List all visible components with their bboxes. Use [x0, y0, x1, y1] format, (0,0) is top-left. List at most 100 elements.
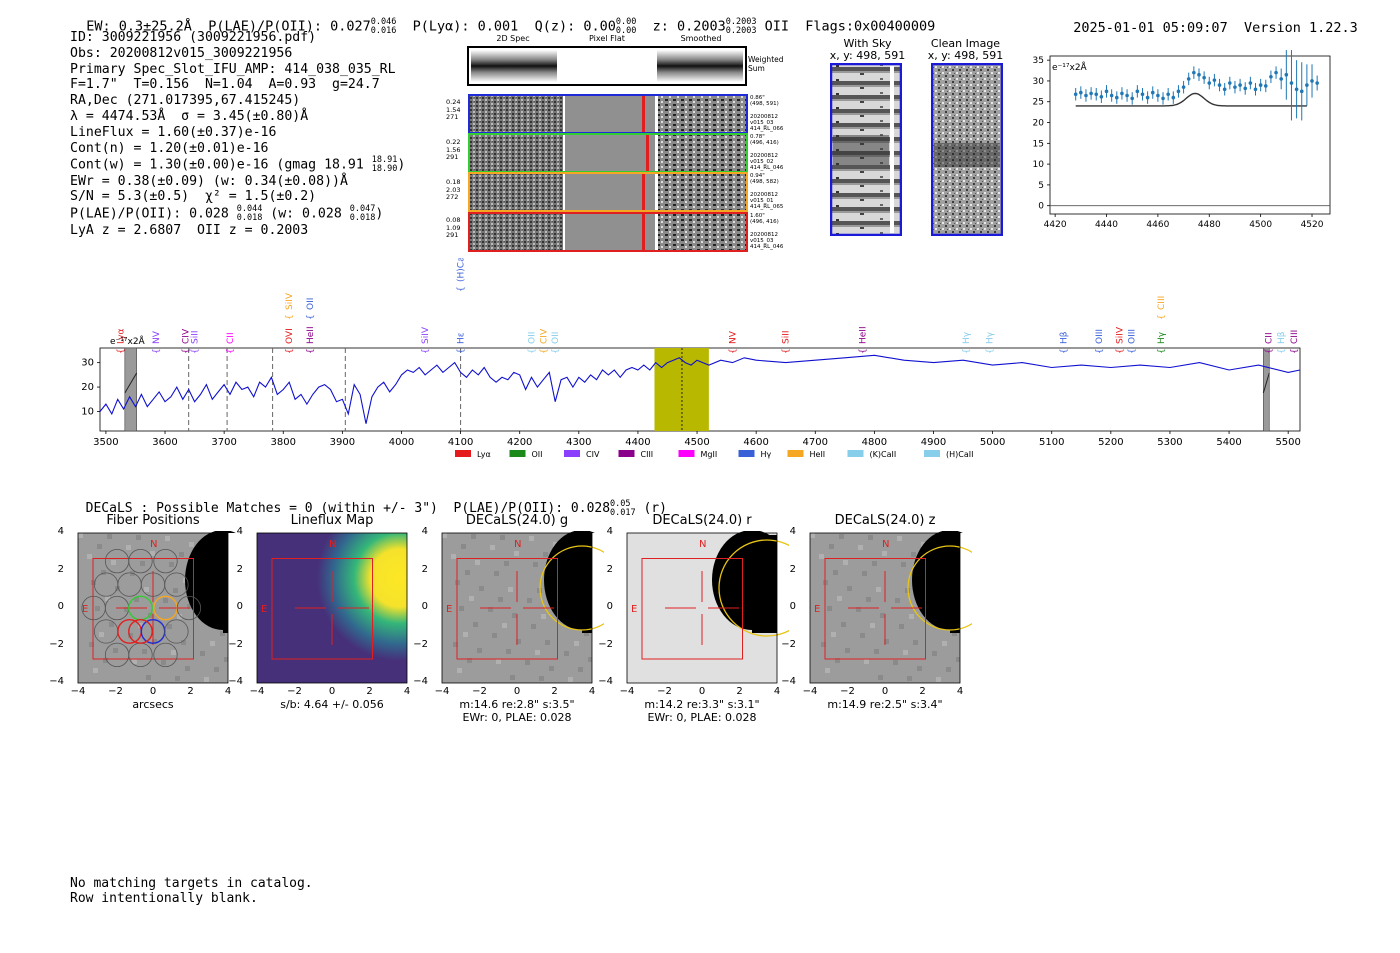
info-lambda: λ = 4474.53Å σ = 3.45(±0.80)Å	[70, 108, 309, 124]
noise-pixel	[831, 632, 836, 637]
noise-pixel	[841, 622, 846, 627]
noise-pixel	[913, 640, 918, 645]
legend-label: Hγ	[761, 450, 772, 459]
noise-pixel	[578, 667, 583, 672]
noise-pixel	[829, 544, 834, 549]
qz-bounds: 0.00 0.00	[615, 17, 637, 36]
aperture-box	[271, 558, 373, 660]
zoom-data-point	[1202, 75, 1206, 80]
spectral-line-label: NV	[152, 330, 162, 344]
zoom-data-point	[1084, 93, 1088, 98]
noise-pixel	[200, 651, 205, 656]
zoom-data-point	[1120, 91, 1124, 96]
zoom-data-point	[1192, 70, 1196, 75]
noise-pixel	[533, 562, 538, 567]
noise-pixel	[514, 551, 519, 556]
noise-pixel	[516, 639, 521, 644]
spectral-line-brace: {	[729, 348, 739, 354]
spectral-line-brace: {	[782, 348, 792, 354]
zoom-data-point	[1212, 78, 1217, 82]
spectrum-xtick-label: 4000	[389, 437, 414, 448]
zoom-data-point	[1140, 92, 1145, 97]
zoom-data-point	[1279, 77, 1283, 81]
source-ellipse	[539, 545, 604, 631]
panel-image: NE	[441, 531, 604, 684]
noise-pixel	[78, 533, 83, 538]
zoom-data-point	[1299, 89, 1304, 94]
noise-pixel	[866, 597, 871, 602]
noise-pixel	[113, 648, 118, 653]
panel-caption: EWr: 0, PLAE: 0.028	[647, 711, 757, 724]
noise-pixel	[134, 597, 139, 602]
zoom-data-point	[1125, 93, 1129, 98]
panel-frame	[256, 532, 408, 684]
legend-label: HeII	[810, 450, 826, 459]
noise-pixel	[144, 587, 149, 592]
weighted-sum-strip	[467, 46, 747, 86]
info-radec: RA,Dec (271.017395,67.415245)	[70, 93, 301, 109]
panel-xtick-label: −4	[619, 686, 635, 697]
noise-pixel	[864, 659, 869, 664]
panel-xtick-label: 0	[328, 686, 336, 697]
spectral-line-brace: {	[1265, 348, 1275, 354]
spectral-line-label: Hγ	[962, 331, 972, 344]
noise-pixel	[177, 614, 182, 619]
info-id: ID: 3009221956 (3009221956.pdf)	[70, 30, 317, 45]
info-contw: Cont(w) = 1.30(±0.00)e-16 (gmag 18.91 18…	[70, 155, 406, 174]
spectral-line-brace: {	[528, 348, 538, 354]
row-1-right: 0.78" (496, 416) 20200812 v015_02 414_RL_04…	[750, 134, 784, 172]
spectral-line-label: OIII	[1128, 329, 1138, 344]
noise-pixel	[876, 587, 881, 592]
panel-ytick-label: −4	[49, 676, 64, 687]
zoom-data-point	[1310, 79, 1314, 83]
zoom-data-point	[1171, 95, 1176, 100]
legend-label: CIV	[586, 450, 600, 459]
spectrum-xtick-label: 5100	[1039, 437, 1064, 448]
noise-pixel	[442, 533, 447, 538]
panel-xtick-label: 0	[149, 686, 157, 697]
noise-pixel	[508, 587, 513, 592]
zoom-data-point	[1089, 91, 1093, 96]
spectrum-ytick-label: 30	[81, 358, 94, 369]
spectral-line-label: SiII	[782, 330, 792, 344]
north-label: N	[699, 539, 706, 550]
panel-ytick-label: 0	[606, 601, 613, 612]
panel-ytick-label: 4	[421, 526, 428, 537]
zoom-data-point	[1197, 72, 1201, 77]
noise-pixel	[105, 596, 110, 601]
noise-pixel	[107, 534, 112, 539]
spectral-line-brace: {	[226, 348, 236, 354]
zoom-data-point	[1263, 84, 1268, 88]
panel-title: DECaLS(24.0) r	[652, 513, 752, 528]
noise-pixel	[529, 536, 534, 541]
noise-pixel	[101, 570, 106, 575]
noise-pixel	[911, 552, 916, 557]
north-label: N	[329, 539, 336, 550]
noise-pixel	[150, 551, 155, 556]
spectrum-xtick-label: 4200	[507, 437, 532, 448]
spectral-line-label: SiIV	[1116, 326, 1126, 344]
spectrum-xtick-label: 4900	[921, 437, 946, 448]
ew-value: EW: 0.3±25.2Å	[86, 18, 192, 35]
noise-pixel	[819, 554, 824, 559]
panel-ytick-label: −2	[413, 638, 428, 650]
noise-pixel	[457, 668, 462, 673]
zoom-data-point	[1181, 85, 1186, 89]
noise-pixel	[161, 660, 166, 665]
zoom-xtick-label: 4420	[1044, 220, 1067, 230]
weighted-sum-label: Weighted Sum	[748, 55, 784, 73]
east-label: E	[82, 604, 88, 615]
zoom-data-point	[1253, 87, 1258, 92]
spectral-line-brace: {	[285, 314, 295, 320]
zoom-data-point	[1233, 85, 1237, 89]
spectrum-xtick-label: 4800	[862, 437, 887, 448]
zoom-xtick-label: 4500	[1249, 220, 1272, 230]
noise-pixel	[87, 554, 92, 559]
panel-ytick-label: 0	[421, 601, 428, 612]
row-1-left: 0.22 1.56 291	[446, 138, 461, 161]
panel-ytick-label: 2	[606, 563, 613, 575]
noise-pixel	[459, 606, 464, 611]
spectrum-ytick-label: 10	[81, 406, 94, 417]
legend-label: OII	[532, 450, 543, 459]
noise-pixel	[103, 658, 108, 663]
